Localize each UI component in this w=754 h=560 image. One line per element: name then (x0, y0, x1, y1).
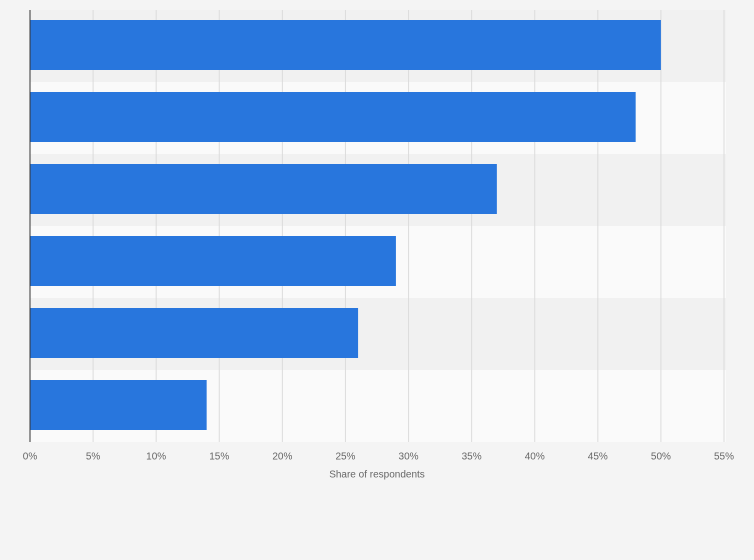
bar (30, 308, 359, 358)
x-tick-label: 30% (399, 452, 419, 463)
x-tick-label: 55% (714, 452, 734, 463)
x-tick-label: 35% (462, 452, 482, 463)
x-tick-label: 45% (588, 452, 608, 463)
x-axis-title: Share of respondents (329, 470, 425, 481)
x-tick-label: 0% (23, 452, 38, 463)
bar (30, 164, 497, 214)
bar (30, 236, 396, 286)
x-tick-label: 5% (86, 452, 101, 463)
bar (30, 380, 207, 430)
x-tick-label: 10% (146, 452, 166, 463)
x-tick-label: 50% (651, 452, 671, 463)
bar (30, 20, 661, 70)
x-tick-label: 20% (272, 452, 292, 463)
x-tick-label: 15% (209, 452, 229, 463)
x-tick-label: 40% (525, 452, 545, 463)
x-tick-label: 25% (335, 452, 355, 463)
bar (30, 92, 636, 142)
